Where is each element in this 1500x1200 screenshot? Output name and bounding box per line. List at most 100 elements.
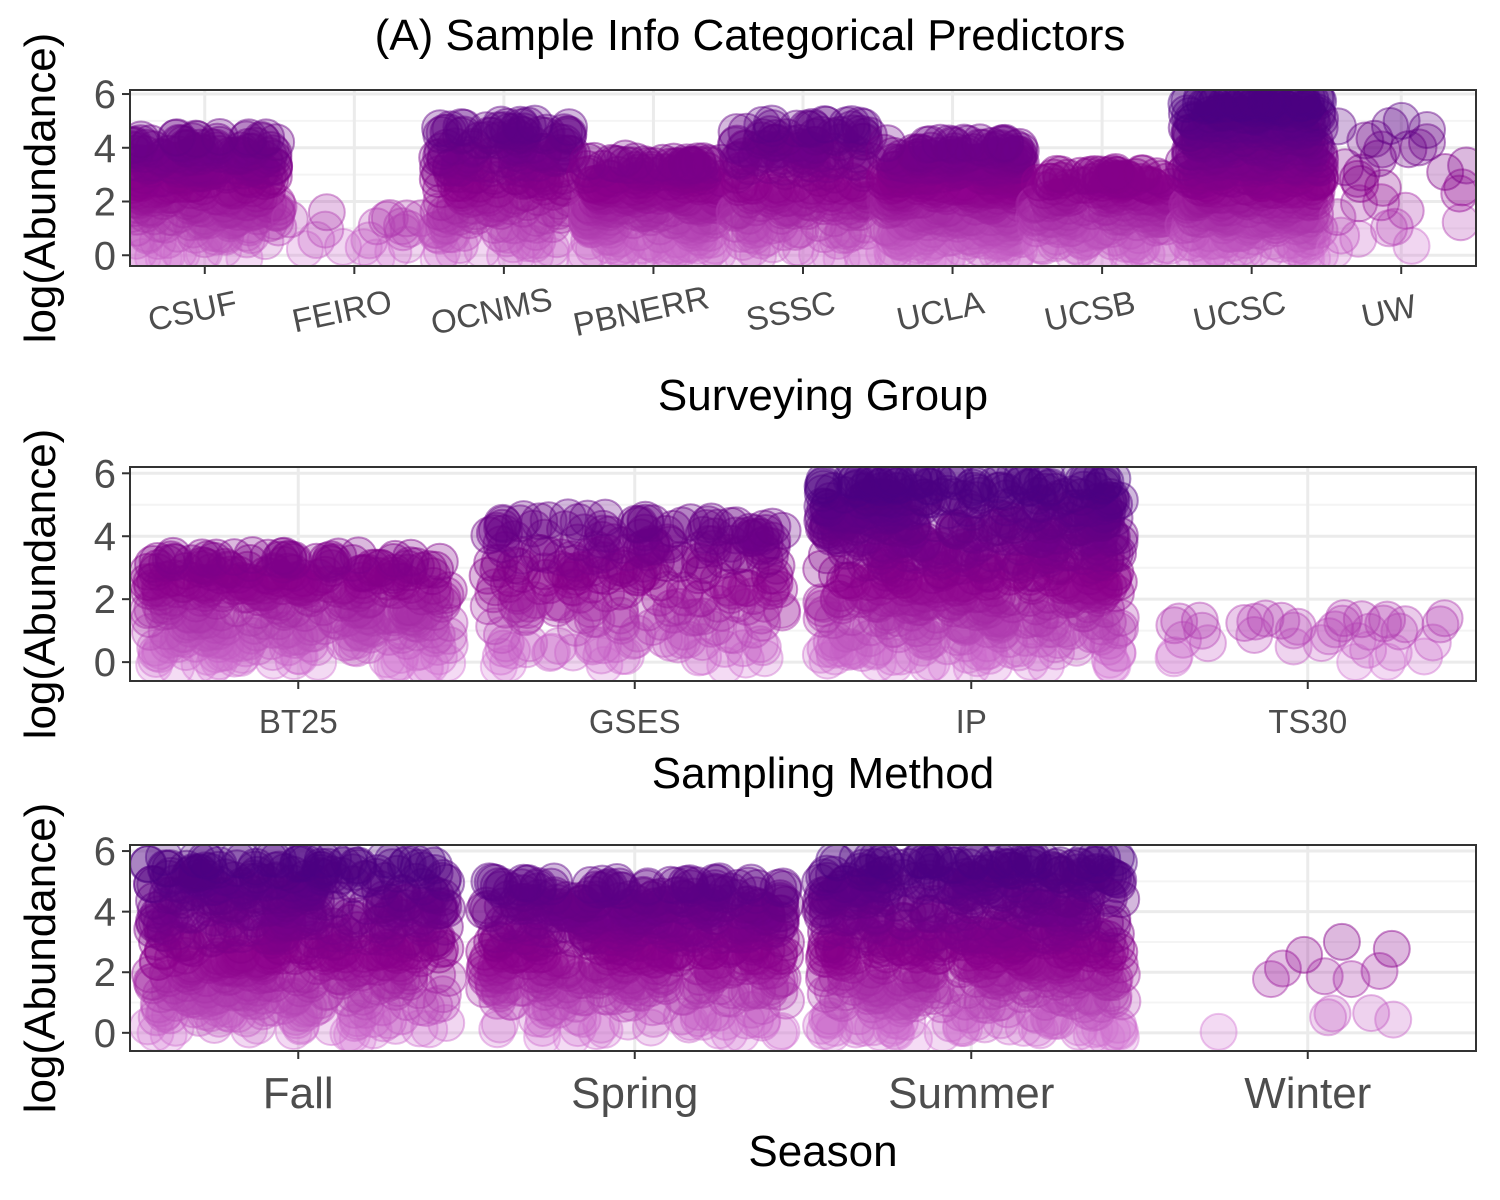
data-point	[148, 221, 187, 259]
data-point	[591, 169, 630, 208]
data-point	[893, 227, 932, 266]
data-point	[845, 150, 884, 189]
data-point	[416, 211, 455, 250]
data-point	[1297, 146, 1336, 185]
data-point	[1000, 230, 1039, 266]
data-point	[995, 203, 1034, 242]
data-point	[445, 214, 483, 252]
data-point	[1061, 229, 1100, 266]
data-point	[1171, 137, 1210, 176]
data-point	[130, 161, 162, 200]
data-point	[981, 129, 1020, 168]
data-point	[526, 116, 565, 155]
data-point	[1201, 91, 1240, 130]
data-point	[822, 239, 861, 266]
data-point	[692, 220, 731, 259]
data-point	[130, 152, 154, 191]
data-point	[524, 132, 563, 171]
data-point	[245, 162, 284, 201]
data-point	[1014, 198, 1053, 237]
data-point	[1167, 151, 1206, 190]
data-point	[542, 150, 581, 189]
data-point	[929, 124, 968, 163]
data-point	[248, 172, 286, 211]
data-point	[1292, 195, 1331, 234]
data-point	[1186, 145, 1225, 184]
data-point	[1185, 124, 1224, 163]
data-point	[532, 189, 571, 228]
data-point	[916, 221, 955, 260]
data-point	[1129, 200, 1168, 239]
data-point	[1196, 152, 1235, 191]
data-point	[1182, 156, 1220, 195]
data-point	[843, 122, 882, 161]
data-point	[945, 163, 984, 202]
data-point	[1145, 225, 1184, 264]
data-point	[883, 159, 922, 198]
data-point	[1224, 118, 1263, 157]
data-point	[1271, 221, 1310, 260]
x-tick-label: FEIRO	[289, 282, 395, 339]
data-point	[995, 216, 1034, 255]
data-point	[139, 159, 178, 198]
data-point	[225, 136, 263, 175]
data-point	[653, 201, 692, 240]
data-point	[231, 160, 270, 199]
data-point	[935, 467, 974, 496]
data-point	[909, 156, 948, 195]
data-point	[844, 117, 883, 156]
data-point	[205, 184, 244, 223]
data-point	[159, 232, 198, 266]
data-point	[785, 129, 824, 168]
data-point	[1247, 195, 1286, 234]
data-point	[586, 498, 625, 537]
data-point	[1106, 162, 1145, 201]
data-point	[1299, 148, 1338, 187]
data-point	[692, 502, 731, 541]
data-point	[257, 194, 296, 233]
data-point	[791, 144, 830, 183]
data-point	[1107, 159, 1146, 198]
data-point	[602, 231, 641, 266]
data-point	[804, 187, 843, 226]
data-point	[1204, 151, 1243, 190]
data-point	[999, 173, 1038, 212]
data-point	[1102, 161, 1141, 200]
data-point	[1171, 148, 1210, 187]
data-point	[960, 170, 999, 209]
data-point	[1211, 188, 1250, 227]
data-point	[898, 222, 937, 261]
data-point	[570, 208, 609, 247]
data-point	[674, 201, 713, 240]
data-point	[954, 133, 993, 171]
data-point	[1245, 212, 1284, 251]
data-point	[1123, 183, 1162, 222]
data-point	[878, 176, 917, 215]
data-point	[1029, 199, 1068, 238]
data-point	[233, 148, 272, 187]
data-point	[1247, 90, 1286, 123]
data-point	[985, 172, 1024, 211]
data-point	[196, 217, 235, 256]
data-point	[1037, 217, 1076, 256]
data-point	[548, 134, 587, 173]
data-point	[815, 187, 854, 226]
data-point	[849, 116, 888, 155]
data-point	[841, 114, 880, 153]
data-point	[866, 182, 905, 221]
data-point	[140, 170, 179, 209]
data-point	[844, 172, 883, 210]
data-point	[1042, 161, 1081, 200]
data-point	[1041, 155, 1080, 194]
data-point	[440, 171, 479, 210]
data-point	[954, 212, 993, 250]
data-point	[1088, 193, 1127, 232]
data-point	[479, 121, 518, 160]
data-point	[235, 192, 274, 231]
data-point	[207, 153, 246, 192]
data-point	[171, 186, 210, 225]
data-point	[1001, 132, 1040, 171]
data-point	[1315, 230, 1354, 266]
data-point	[879, 222, 918, 261]
data-point	[1198, 104, 1237, 143]
